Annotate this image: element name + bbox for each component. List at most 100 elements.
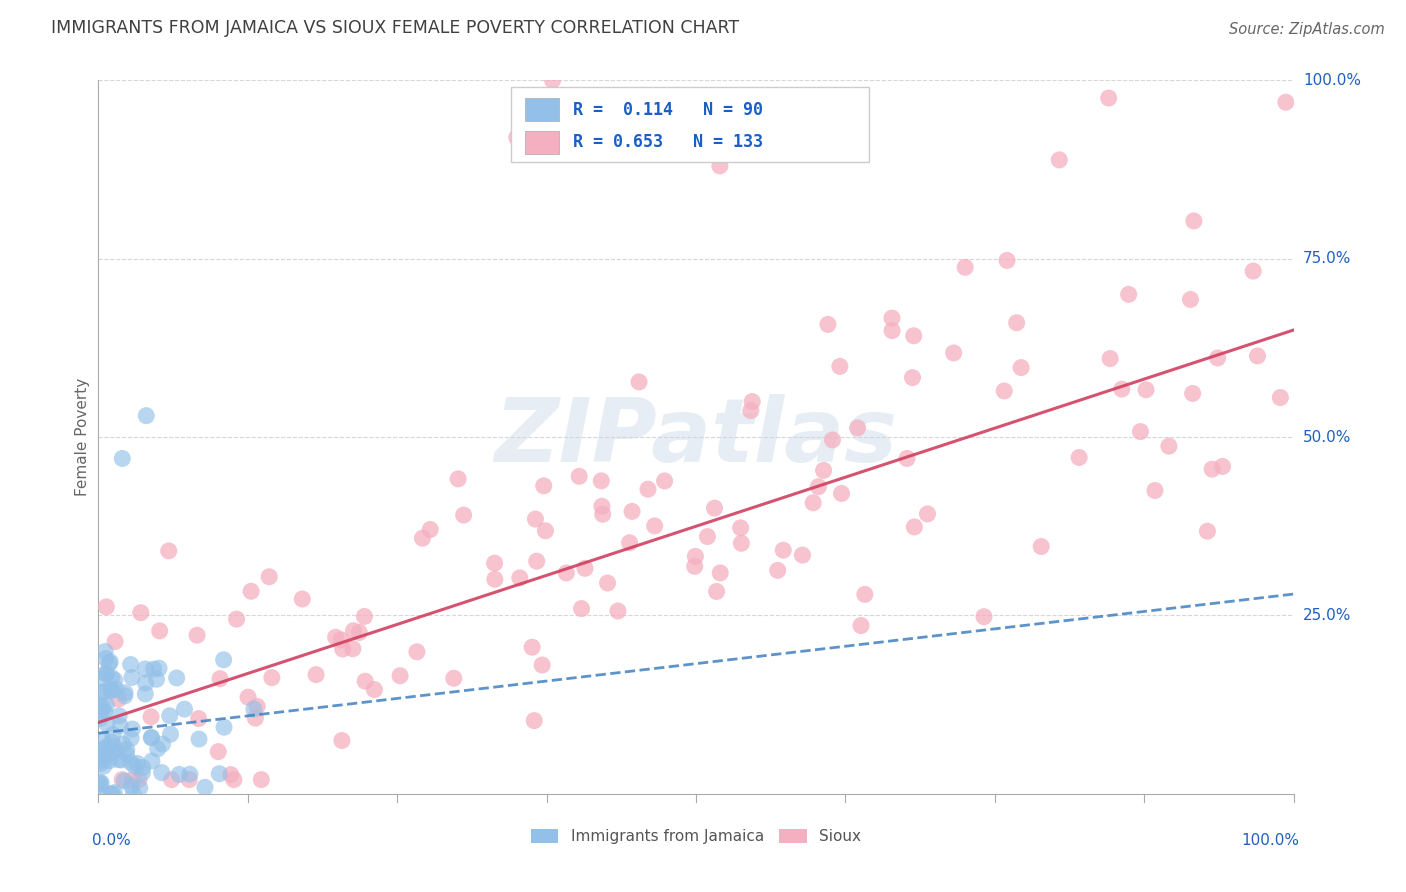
Y-axis label: Female Poverty: Female Poverty [75,378,90,496]
Point [236,690,259,705]
Point [1143,483,1166,498]
Point [120,731,142,746]
Point [526,554,548,568]
Point [101,735,124,749]
Point [94,651,117,665]
Point [127,756,149,771]
Point [89,787,111,801]
Point [880,311,903,326]
Point [160,772,183,787]
Point [101,787,124,801]
Point [159,708,181,723]
Point [111,451,134,466]
Point [1246,349,1268,363]
Point [100,671,122,685]
Point [157,544,180,558]
Point [730,536,752,550]
Point [741,394,763,409]
Point [846,421,869,435]
Point [91,733,114,747]
Point [354,674,377,689]
Point [94,666,117,681]
Point [993,384,1015,398]
Point [186,628,208,642]
Point [94,644,117,658]
Point [419,523,441,537]
Point [484,556,506,570]
FancyBboxPatch shape [510,87,869,162]
Point [131,765,153,780]
Point [591,474,613,488]
Point [363,682,385,697]
Point [120,756,142,770]
Point [801,496,824,510]
Point [740,403,762,417]
Point [1157,439,1180,453]
Point [187,712,209,726]
Point [683,559,706,574]
Point [124,759,146,773]
Point [139,710,162,724]
Point [179,767,201,781]
Point [1005,316,1028,330]
Point [91,700,114,714]
Point [219,767,242,781]
Point [135,676,157,690]
Point [942,346,965,360]
Point [1206,351,1229,365]
Point [406,645,429,659]
Point [89,712,111,726]
Point [853,587,876,601]
Text: R = 0.653   N = 133: R = 0.653 N = 133 [572,134,763,152]
Text: 100.0%: 100.0% [1241,833,1299,848]
Point [104,673,127,688]
Point [574,561,596,575]
Point [685,549,707,564]
Point [90,756,112,771]
Point [1270,391,1292,405]
Point [98,657,121,671]
Point [110,719,132,733]
Point [349,625,371,640]
Point [1241,264,1264,278]
Point [128,780,150,795]
Point [389,669,412,683]
Point [90,776,112,790]
Point [100,743,122,757]
Point [149,624,172,638]
Point [917,507,939,521]
Point [212,653,235,667]
Point [93,685,115,699]
Point [111,737,134,751]
Point [305,667,328,681]
Point [148,661,170,675]
Point [1211,459,1233,474]
Point [90,754,112,768]
Point [110,753,132,767]
Point [90,749,112,764]
Point [146,742,169,756]
Point [96,717,118,731]
Point [103,786,125,800]
Point [142,662,165,676]
Point [1275,95,1298,110]
Text: Source: ZipAtlas.com: Source: ZipAtlas.com [1229,22,1385,37]
Point [89,775,111,789]
Point [353,609,375,624]
Point [120,779,142,793]
Point [129,606,152,620]
Point [243,702,266,716]
Point [179,772,201,787]
Point [1010,360,1032,375]
Point [1047,153,1070,167]
Point [821,433,844,447]
Point [534,524,557,538]
Point [104,634,127,648]
Point [1031,540,1053,554]
Point [91,671,114,685]
Point [619,535,641,549]
Point [135,409,157,423]
Point [93,705,115,719]
Point [506,130,529,145]
Point [1129,425,1152,439]
